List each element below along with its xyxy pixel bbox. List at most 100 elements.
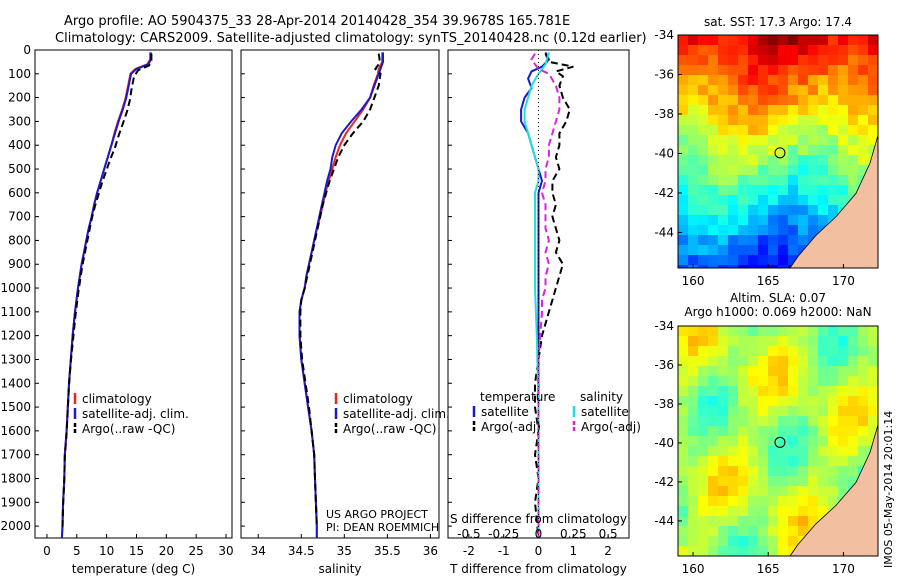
field-cell <box>778 195 789 206</box>
field-cell <box>708 135 719 146</box>
field-cell <box>868 426 879 437</box>
field-cell <box>778 326 789 337</box>
field-cell <box>758 245 769 256</box>
field-cell <box>778 456 789 467</box>
legend-title-temperature: temperature <box>480 390 555 404</box>
field-cell <box>708 175 719 186</box>
field-cell <box>798 346 809 357</box>
field-cell <box>748 195 759 206</box>
field-cell <box>768 35 779 46</box>
x-tick-label: 30 <box>218 544 233 558</box>
field-cell <box>778 235 789 246</box>
field-cell <box>858 446 869 457</box>
y-tick-label: 900 <box>8 257 31 271</box>
field-cell <box>758 416 769 427</box>
field-cell <box>738 225 749 236</box>
field-cell <box>698 85 709 96</box>
y-tick-label: 1000 <box>0 281 31 295</box>
field-cell <box>738 496 749 507</box>
field-cell <box>768 506 779 517</box>
field-cell <box>848 185 859 196</box>
field-cell <box>718 55 729 66</box>
field-cell <box>808 486 819 497</box>
field-cell <box>758 526 769 537</box>
field-cell <box>798 165 809 176</box>
field-cell <box>798 235 809 246</box>
field-cell <box>718 265 729 269</box>
legend-label: climatology <box>82 392 152 406</box>
field-cell <box>708 456 719 467</box>
field-cell <box>768 416 779 427</box>
top-x-tick-label: -0.5 <box>457 527 480 541</box>
field-cell <box>708 396 719 407</box>
field-cell <box>778 115 789 126</box>
field-cell <box>738 235 749 246</box>
field-cell <box>738 265 749 269</box>
field-cell <box>848 466 859 477</box>
field-cell <box>818 95 829 106</box>
field-cell <box>748 436 759 447</box>
field-cell <box>708 476 719 487</box>
field-cell <box>728 205 739 216</box>
field-cell <box>718 376 729 387</box>
field-cell <box>798 155 809 166</box>
field-cell <box>768 496 779 507</box>
y-tick-label: 1700 <box>0 448 31 462</box>
field-cell <box>778 546 789 557</box>
field-cell <box>708 526 719 537</box>
field-cell <box>688 506 699 517</box>
field-cell <box>748 245 759 256</box>
field-cell <box>768 366 779 377</box>
field-cell <box>748 55 759 66</box>
field-cell <box>808 326 819 337</box>
field-cell <box>778 85 789 96</box>
field-cell <box>848 416 859 427</box>
field-cell <box>828 496 839 507</box>
field-cell <box>718 476 729 487</box>
field-cell <box>728 346 739 357</box>
field-cell <box>858 366 869 377</box>
field-cell <box>698 75 709 86</box>
y-tick-label: 1500 <box>0 400 31 414</box>
field-cell <box>778 336 789 347</box>
field-cell <box>738 105 749 116</box>
field-cell <box>678 516 689 527</box>
field-cell <box>748 255 759 266</box>
field-cell <box>688 366 699 377</box>
field-cell <box>678 265 689 269</box>
x-tick-label: 35.5 <box>374 544 401 558</box>
x-tick-label: -2 <box>463 544 475 558</box>
field-cell <box>838 346 849 357</box>
field-cell <box>728 95 739 106</box>
field-cell <box>718 255 729 266</box>
field-cell <box>778 386 789 397</box>
field-cell <box>838 446 849 457</box>
field-cell <box>808 195 819 206</box>
field-cell <box>818 456 829 467</box>
field-cell <box>748 376 759 387</box>
x-tick-label: 34 <box>251 544 266 558</box>
field-cell <box>758 265 769 269</box>
field-cell <box>768 326 779 337</box>
y-tick-label: 400 <box>8 138 31 152</box>
field-cell <box>818 185 829 196</box>
field-cell <box>728 245 739 256</box>
field-cell <box>848 396 859 407</box>
field-cell <box>858 326 869 337</box>
field-cell <box>818 145 829 156</box>
field-cell <box>708 85 719 96</box>
field-cell <box>788 145 799 156</box>
field-cell <box>708 416 719 427</box>
field-cell <box>768 195 779 206</box>
field-cell <box>728 436 739 447</box>
y-tick-label: 1900 <box>0 495 31 509</box>
field-cell <box>708 406 719 417</box>
field-cell <box>838 476 849 487</box>
legend-title-salinity: salinity <box>580 390 623 404</box>
field-cell <box>688 536 699 547</box>
field-cell <box>738 215 749 226</box>
field-cell <box>708 466 719 477</box>
field-cell <box>718 75 729 86</box>
field-cell <box>818 406 829 417</box>
lat-tick-label: -36 <box>654 358 674 372</box>
